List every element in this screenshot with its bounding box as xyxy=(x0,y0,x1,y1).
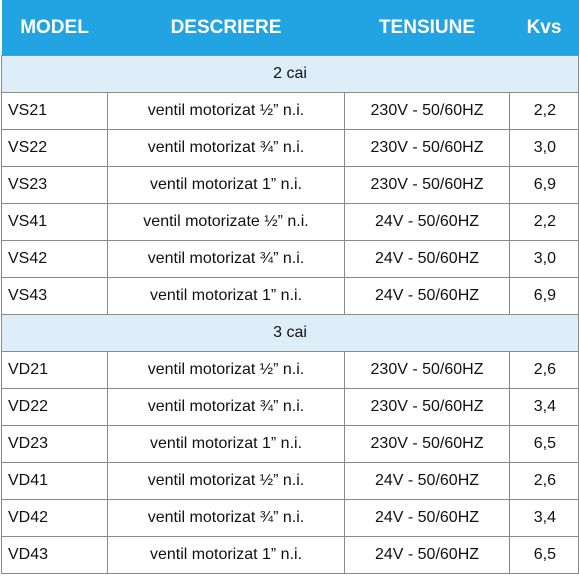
cell-kvs: 2,6 xyxy=(509,462,579,500)
cell-model: VS21 xyxy=(1,92,108,130)
cell-model: VD43 xyxy=(1,536,108,574)
cell-description: ventil motorizate ½” n.i. xyxy=(107,203,345,241)
header-row: MODEL DESCRIERE TENSIUNE Kvs xyxy=(1,0,579,56)
cell-description: ventil motorizat ¾” n.i. xyxy=(107,499,345,537)
cell-model: VS41 xyxy=(1,203,108,241)
header-description: DESCRIERE xyxy=(107,0,345,56)
group-row-3-cai: 3 cai xyxy=(1,314,579,352)
group-row-2-cai: 2 cai xyxy=(1,55,579,93)
table-row: VS42 ventil motorizat ¾” n.i. 24V - 50/6… xyxy=(1,240,579,278)
cell-model: VS22 xyxy=(1,129,108,167)
cell-model: VD21 xyxy=(1,351,108,389)
cell-kvs: 2,2 xyxy=(509,92,579,130)
table-row: VD42 ventil motorizat ¾” n.i. 24V - 50/6… xyxy=(1,499,579,537)
cell-description: ventil motorizat ¾” n.i. xyxy=(107,129,345,167)
cell-kvs: 6,9 xyxy=(509,166,579,204)
cell-description: ventil motorizat ½” n.i. xyxy=(107,462,345,500)
cell-model: VD41 xyxy=(1,462,108,500)
table-row: VS23 ventil motorizat 1” n.i. 230V - 50/… xyxy=(1,166,579,204)
cell-voltage: 230V - 50/60HZ xyxy=(344,92,510,130)
cell-kvs: 2,6 xyxy=(509,351,579,389)
cell-kvs: 3,4 xyxy=(509,388,579,426)
cell-description: ventil motorizat ¾” n.i. xyxy=(107,240,345,278)
table-row: VD22 ventil motorizat ¾” n.i. 230V - 50/… xyxy=(1,388,579,426)
cell-description: ventil motorizat ½” n.i. xyxy=(107,92,345,130)
cell-model: VS42 xyxy=(1,240,108,278)
cell-voltage: 230V - 50/60HZ xyxy=(344,129,510,167)
table-row: VS43 ventil motorizat 1” n.i. 24V - 50/6… xyxy=(1,277,579,315)
cell-model: VS23 xyxy=(1,166,108,204)
group-label: 3 cai xyxy=(1,314,579,352)
cell-voltage: 24V - 50/60HZ xyxy=(344,462,510,500)
cell-voltage: 24V - 50/60HZ xyxy=(344,499,510,537)
cell-model: VS43 xyxy=(1,277,108,315)
cell-voltage: 230V - 50/60HZ xyxy=(344,166,510,204)
table-row: VD23 ventil motorizat 1” n.i. 230V - 50/… xyxy=(1,425,579,463)
cell-kvs: 3,4 xyxy=(509,499,579,537)
header-model: MODEL xyxy=(1,0,108,56)
cell-voltage: 230V - 50/60HZ xyxy=(344,388,510,426)
cell-kvs: 2,2 xyxy=(509,203,579,241)
cell-kvs: 3,0 xyxy=(509,129,579,167)
cell-description: ventil motorizat 1” n.i. xyxy=(107,166,345,204)
table-body: 2 cai VS21 ventil motorizat ½” n.i. 230V… xyxy=(1,55,579,574)
cell-voltage: 24V - 50/60HZ xyxy=(344,536,510,574)
cell-voltage: 230V - 50/60HZ xyxy=(344,351,510,389)
group-label: 2 cai xyxy=(1,55,579,93)
cell-model: VD23 xyxy=(1,425,108,463)
table-row: VD41 ventil motorizat ½” n.i. 24V - 50/6… xyxy=(1,462,579,500)
table-header: MODEL DESCRIERE TENSIUNE Kvs xyxy=(1,0,579,56)
cell-kvs: 6,9 xyxy=(509,277,579,315)
cell-kvs: 6,5 xyxy=(509,425,579,463)
cell-description: ventil motorizat ¾” n.i. xyxy=(107,388,345,426)
cell-description: ventil motorizat 1” n.i. xyxy=(107,425,345,463)
table-row: VD43 ventil motorizat 1” n.i. 24V - 50/6… xyxy=(1,536,579,574)
table-row: VD21 ventil motorizat ½” n.i. 230V - 50/… xyxy=(1,351,579,389)
table-row: VS21 ventil motorizat ½” n.i. 230V - 50/… xyxy=(1,92,579,130)
cell-kvs: 3,0 xyxy=(509,240,579,278)
cell-model: VD42 xyxy=(1,499,108,537)
cell-kvs: 6,5 xyxy=(509,536,579,574)
cell-voltage: 230V - 50/60HZ xyxy=(344,425,510,463)
cell-description: ventil motorizat 1” n.i. xyxy=(107,536,345,574)
cell-voltage: 24V - 50/60HZ xyxy=(344,203,510,241)
header-kvs: Kvs xyxy=(509,0,579,56)
header-voltage: TENSIUNE xyxy=(344,0,510,56)
table-row: VS22 ventil motorizat ¾” n.i. 230V - 50/… xyxy=(1,129,579,167)
cell-voltage: 24V - 50/60HZ xyxy=(344,240,510,278)
cell-model: VD22 xyxy=(1,388,108,426)
cell-description: ventil motorizat ½” n.i. xyxy=(107,351,345,389)
cell-voltage: 24V - 50/60HZ xyxy=(344,277,510,315)
cell-description: ventil motorizat 1” n.i. xyxy=(107,277,345,315)
table-row: VS41 ventil motorizate ½” n.i. 24V - 50/… xyxy=(1,203,579,241)
